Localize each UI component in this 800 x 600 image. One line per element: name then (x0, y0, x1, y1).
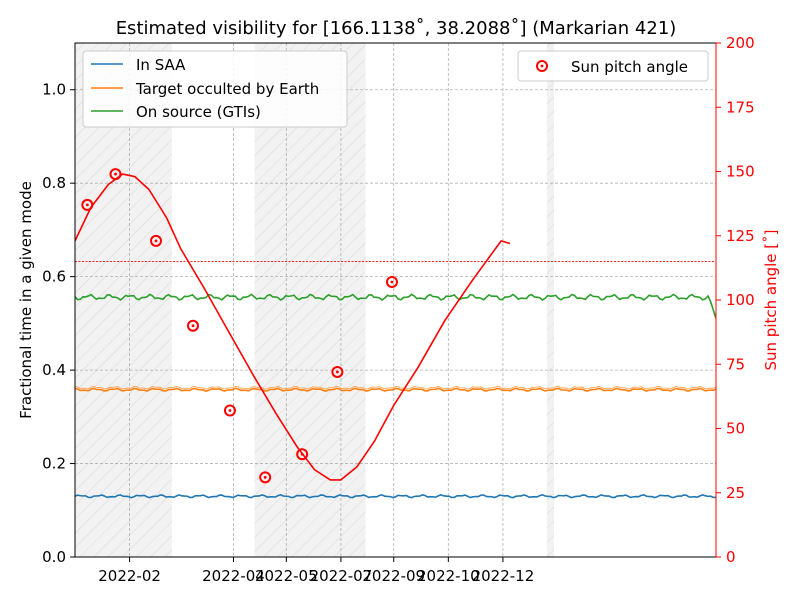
shaded-hatch-0 (75, 43, 172, 557)
sun-pitch-marker-dot-1 (114, 172, 117, 176)
right-y-axis: 0 25 50 75 100 125 150 175 200 (715, 34, 755, 566)
sun-pitch-marker-dot-8 (390, 280, 394, 284)
shaded-hatch-1 (254, 43, 366, 557)
sun-pitch-marker-2 (150, 234, 163, 247)
x-tick-label-0: 2022-02 (98, 567, 161, 585)
sun-pitch-marker-3 (186, 319, 199, 332)
sun-pitch-marker-dot-7 (335, 370, 339, 374)
sun-pitch-marker-8 (385, 276, 398, 289)
x-axis: 2022-02 2022-042022-052022-072022-092022-… (98, 557, 534, 585)
sun-pitch-marker-0 (81, 198, 94, 211)
legend-label-in-saa: In SAA (136, 56, 186, 74)
legend-left: In SAA Target occulted by Earth On sourc… (82, 50, 348, 128)
sun-pitch-layer (75, 168, 511, 484)
series-line-0 (75, 493, 716, 499)
left-tick-label-1: 0.2 (42, 455, 66, 473)
right-tick-label-8: 200 (726, 34, 755, 52)
chart-title: Estimated visibility for [166.1138˚, 38.… (116, 18, 677, 39)
left-tick-label-5: 1.0 (42, 81, 66, 99)
x-tick-label-4: 2022-09 (362, 567, 425, 585)
left-tick-label-4: 0.8 (42, 174, 66, 192)
right-tick-label-4: 100 (726, 291, 755, 309)
left-tick-label-2: 0.4 (42, 361, 66, 379)
sun-pitch-marker-6 (296, 448, 309, 461)
x-tick-label-5: 2022-10 (417, 567, 480, 585)
sun-pitch-marker-7 (331, 365, 344, 378)
shaded-hatch-2 (546, 43, 554, 557)
right-tick-label-3: 75 (726, 355, 745, 373)
series-line-1 (75, 387, 716, 392)
legend-marker-sun-pitch-dot (540, 64, 544, 68)
sun-pitch-marker-dot-2 (154, 239, 158, 243)
x-tick-label-2: 2022-05 (255, 567, 318, 585)
right-y-axis-label: Sun pitch angle [˚] (762, 230, 780, 371)
legend-label-on-source: On source (GTIs) (136, 103, 261, 121)
right-tick-label-6: 150 (726, 163, 755, 181)
legend-label-occulted: Target occulted by Earth (135, 80, 319, 98)
legend-right: Sun pitch angle (517, 50, 709, 82)
right-tick-label-2: 50 (726, 420, 745, 438)
legend-left-box (82, 50, 348, 128)
right-tick-label-0: 0 (726, 548, 736, 566)
series-line-1-edge (75, 385, 716, 390)
x-tick-label-6: 2022-12 (472, 567, 535, 585)
x-tick-label-1: 2022-04 (202, 567, 265, 585)
sun-pitch-marker-dot-4 (228, 409, 232, 412)
sun-pitch-marker-dot-6 (300, 452, 304, 456)
sun-pitch-marker-5 (259, 471, 272, 484)
sun-pitch-marker-dot-5 (263, 475, 267, 479)
sun-pitch-line (75, 173, 511, 481)
sun-pitch-marker-1 (109, 168, 122, 181)
y-axis-label: Fractional time in a given mode (17, 181, 35, 419)
series-line-2 (75, 293, 716, 319)
sun-pitch-marker-dot-0 (85, 203, 89, 207)
right-tick-label-7: 175 (726, 98, 755, 116)
sun-pitch-marker-4 (223, 404, 236, 417)
legend-marker-sun-pitch (536, 60, 548, 72)
legend-right-box (517, 50, 709, 82)
legend-label-sun-pitch: Sun pitch angle (571, 58, 688, 76)
left-y-axis: 0.0 0.2 0.4 0.6 0.8 1.0 (42, 81, 75, 566)
x-tick-label-3: 2022-07 (310, 567, 373, 585)
right-tick-label-1: 25 (726, 484, 745, 502)
left-tick-label-3: 0.6 (42, 268, 66, 286)
left-tick-label-0: 0.0 (42, 548, 66, 566)
right-tick-label-5: 125 (726, 227, 755, 245)
visibility-gap-shading (75, 43, 554, 557)
series-lines (75, 293, 716, 499)
sun-pitch-marker-dot-3 (191, 324, 195, 328)
